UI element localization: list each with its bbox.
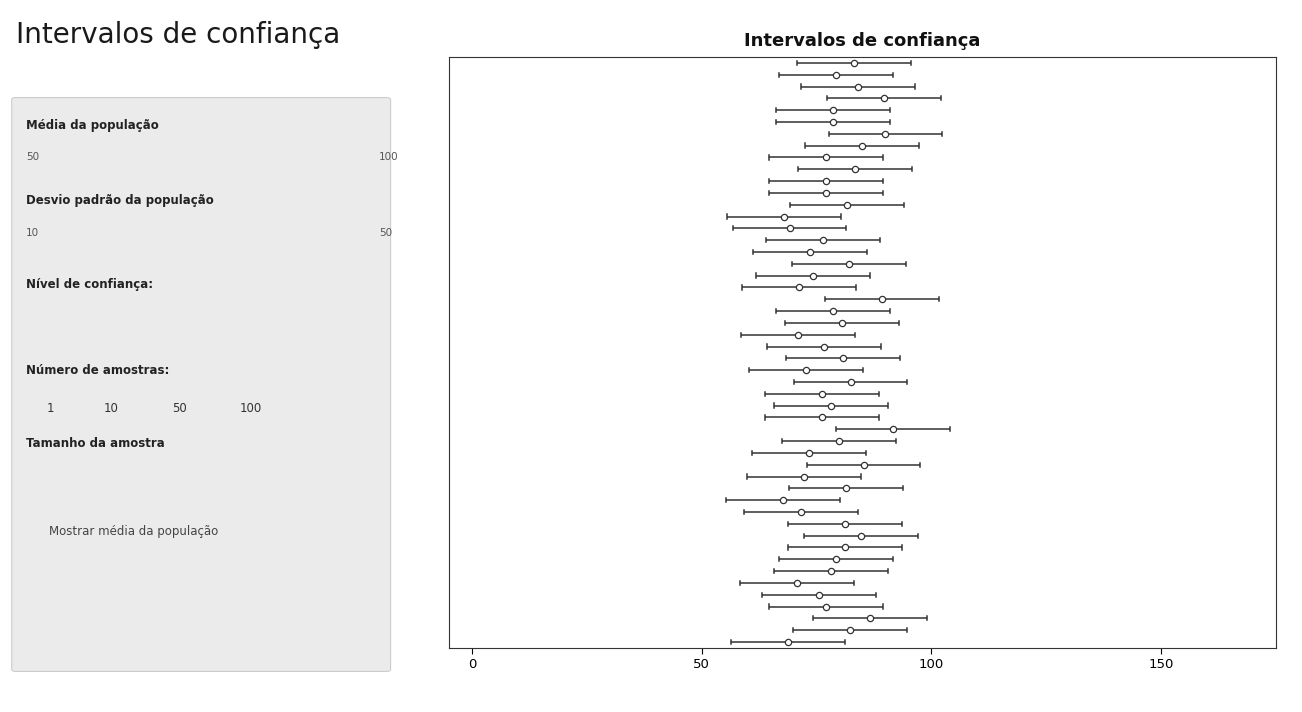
Text: ▲: ▲ <box>355 470 363 479</box>
Text: Tamanho da amostra: Tamanho da amostra <box>26 437 165 450</box>
Text: Desvio padrão da população: Desvio padrão da população <box>26 194 214 207</box>
Text: Média da população: Média da população <box>26 119 159 132</box>
Text: 10: 10 <box>35 474 51 487</box>
Text: 50: 50 <box>26 152 39 162</box>
Text: 50: 50 <box>379 228 392 238</box>
Title: Intervalos de confiança: Intervalos de confiança <box>745 32 980 50</box>
Text: ▼: ▼ <box>352 319 359 329</box>
Text: 100: 100 <box>240 402 262 415</box>
Text: 100: 100 <box>379 152 398 162</box>
Text: 50: 50 <box>172 402 186 415</box>
Text: 10: 10 <box>26 228 39 238</box>
Text: 1: 1 <box>47 402 55 415</box>
Circle shape <box>154 403 167 414</box>
Text: 95%: 95% <box>36 318 64 330</box>
Text: Número de amostras:: Número de amostras: <box>26 364 169 377</box>
Text: 80: 80 <box>228 151 243 161</box>
Bar <box>26 161 236 167</box>
Bar <box>26 236 113 243</box>
Text: Intervalos de confiança: Intervalos de confiança <box>16 21 340 49</box>
Text: 20: 20 <box>105 226 121 236</box>
Text: 10: 10 <box>104 402 118 415</box>
Text: Nível de confiança:: Nível de confiança: <box>26 278 154 291</box>
Text: Mostrar média da população: Mostrar média da população <box>49 525 219 538</box>
Text: Reamostrar: Reamostrar <box>43 632 108 642</box>
Text: Limpar: Limpar <box>150 632 187 642</box>
Text: ▼: ▼ <box>355 482 363 491</box>
